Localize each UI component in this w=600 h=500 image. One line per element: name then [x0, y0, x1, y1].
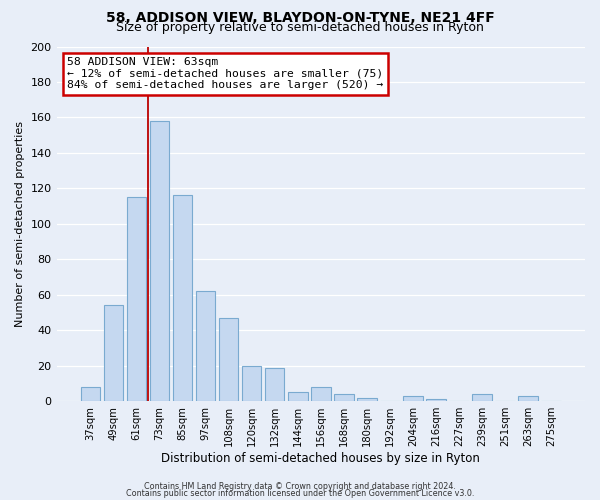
Bar	[149, 121, 169, 401]
Bar	[104, 306, 123, 401]
Bar	[357, 398, 377, 401]
Bar	[403, 396, 423, 401]
Bar	[196, 291, 215, 401]
Text: Contains public sector information licensed under the Open Government Licence v3: Contains public sector information licen…	[126, 489, 474, 498]
X-axis label: Distribution of semi-detached houses by size in Ryton: Distribution of semi-detached houses by …	[161, 452, 480, 465]
Bar	[288, 392, 308, 401]
Bar	[127, 198, 146, 401]
Bar	[311, 387, 331, 401]
Bar	[219, 318, 238, 401]
Y-axis label: Number of semi-detached properties: Number of semi-detached properties	[15, 121, 25, 327]
Bar	[265, 368, 284, 401]
Bar	[334, 394, 353, 401]
Text: Size of property relative to semi-detached houses in Ryton: Size of property relative to semi-detach…	[116, 21, 484, 34]
Bar	[242, 366, 262, 401]
Text: 58, ADDISON VIEW, BLAYDON-ON-TYNE, NE21 4FF: 58, ADDISON VIEW, BLAYDON-ON-TYNE, NE21 …	[106, 11, 494, 25]
Bar	[80, 387, 100, 401]
Bar	[518, 396, 538, 401]
Text: 58 ADDISON VIEW: 63sqm
← 12% of semi-detached houses are smaller (75)
84% of sem: 58 ADDISON VIEW: 63sqm ← 12% of semi-det…	[67, 57, 383, 90]
Text: Contains HM Land Registry data © Crown copyright and database right 2024.: Contains HM Land Registry data © Crown c…	[144, 482, 456, 491]
Bar	[472, 394, 492, 401]
Bar	[426, 400, 446, 401]
Bar	[173, 196, 193, 401]
